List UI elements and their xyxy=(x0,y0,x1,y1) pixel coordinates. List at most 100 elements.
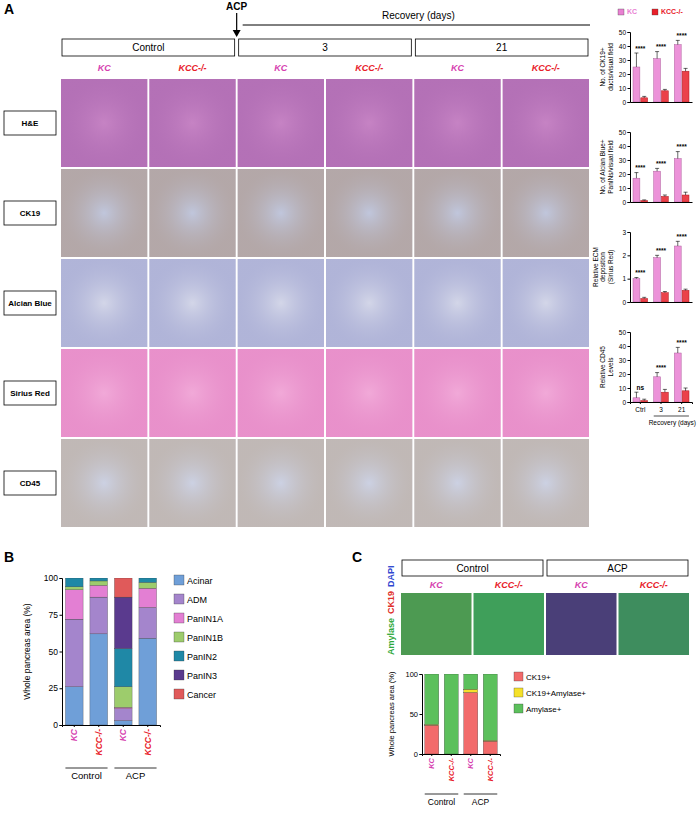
chart: 0255075100KCKCC-/-KCKCC-/-Whole pancreas… xyxy=(22,573,223,781)
y-tick-label: 10 xyxy=(619,385,627,392)
micrograph-texture xyxy=(238,79,324,167)
y-axis-title: No. of Alcian Blue+ xyxy=(599,139,606,194)
significance: **** xyxy=(677,143,688,150)
y-tick-mark xyxy=(628,232,631,233)
y-tick-mark xyxy=(628,202,631,203)
bar xyxy=(674,159,681,202)
micrograph-texture xyxy=(326,349,412,437)
bar-segment xyxy=(464,689,478,692)
y-tick: 0 xyxy=(622,399,630,406)
bar-segment xyxy=(90,634,108,725)
y-tick-mark xyxy=(60,615,63,616)
error-bar xyxy=(634,392,638,398)
y-tick-mark xyxy=(628,146,631,147)
stain-label: DAPI xyxy=(386,565,396,587)
error-bar xyxy=(676,241,680,246)
x-tick: KC xyxy=(466,754,475,769)
error-bar-cap xyxy=(655,51,659,52)
micrograph xyxy=(326,79,412,167)
micrograph xyxy=(414,349,500,437)
y-tick-mark xyxy=(628,74,631,75)
group-label: Control xyxy=(71,770,102,781)
error-bar xyxy=(676,152,680,159)
group-label: Control xyxy=(428,797,456,807)
x-tick-label: KCC-/- xyxy=(486,757,495,781)
micrograph xyxy=(503,349,589,437)
arrow-shaft xyxy=(236,13,237,32)
bar xyxy=(674,45,681,102)
y-tick: 10 xyxy=(619,185,630,192)
group-label: ACP xyxy=(126,770,146,781)
y-axis-line xyxy=(60,579,63,726)
micrograph-texture xyxy=(61,259,147,347)
error-bar-stem xyxy=(677,40,678,44)
y-tick-mark xyxy=(60,688,63,689)
error-bar-cap xyxy=(663,291,667,292)
error-bar-cap xyxy=(684,192,688,193)
significance: **** xyxy=(656,364,667,371)
micrograph xyxy=(546,593,617,655)
bar-segment xyxy=(139,578,157,582)
x-tick-label: KCC-/- xyxy=(143,729,153,756)
panel-c-grid: ControlACPKCKCC-/-KCKCC-/-AmylaseCK19DAP… xyxy=(386,560,689,655)
bar xyxy=(682,71,689,102)
column-label: KCC-/- xyxy=(179,63,207,73)
plot-marks xyxy=(633,152,689,202)
bar xyxy=(641,98,648,102)
chart: ************0123Relative ECMdeposition(S… xyxy=(592,229,693,306)
micrograph xyxy=(619,593,690,655)
error-bar xyxy=(663,389,667,392)
bar xyxy=(674,246,681,302)
y-tick: 10 xyxy=(619,385,630,392)
bar xyxy=(654,258,661,302)
y-tick: 50 xyxy=(619,329,630,336)
x-tick-label: 3 xyxy=(659,406,663,413)
chart: ************01020304050No. of CK19+ducts… xyxy=(599,8,692,106)
y-tick-mark xyxy=(420,754,423,755)
y-tick-mark xyxy=(628,88,631,89)
significance: **** xyxy=(635,269,646,276)
micrograph-texture xyxy=(61,169,147,257)
bar-segment xyxy=(65,590,83,619)
bar-segment xyxy=(65,578,83,587)
error-bar-stem xyxy=(685,68,686,71)
y-tick: 100 xyxy=(44,573,62,583)
error-bar xyxy=(676,40,680,44)
error-bar-cap xyxy=(634,53,638,54)
column-label: KC xyxy=(274,63,287,73)
micrograph xyxy=(61,169,147,257)
bar-segment xyxy=(65,578,83,579)
bar-segment xyxy=(114,709,132,721)
error-bar xyxy=(655,168,659,171)
bar xyxy=(641,299,648,303)
y-tick: 0 xyxy=(53,720,62,730)
y-tick-label: 75 xyxy=(49,610,59,620)
error-bar-cap xyxy=(655,255,659,256)
stain-label: Amylase xyxy=(386,618,396,655)
error-bar-cap xyxy=(663,89,667,90)
micrograph xyxy=(503,259,589,347)
x-axis xyxy=(631,102,693,103)
micrograph-texture xyxy=(149,79,235,167)
y-tick-label: 30 xyxy=(619,157,627,164)
x-tick-label: KCC-/- xyxy=(447,757,456,781)
micrograph-texture xyxy=(61,439,147,527)
group-bracket xyxy=(114,768,156,769)
bar-segment xyxy=(90,578,108,581)
bar-segment xyxy=(425,725,439,754)
error-bar-stem xyxy=(685,192,686,195)
micrograph xyxy=(401,593,472,655)
micrograph-texture xyxy=(414,169,500,257)
y-tick: 2 xyxy=(622,252,630,259)
plot-marks xyxy=(425,674,498,754)
error-bar-stem xyxy=(664,389,665,392)
significance: **** xyxy=(677,233,688,240)
y-tick: 0 xyxy=(622,199,630,206)
micrograph xyxy=(61,79,147,167)
error-bar-stem xyxy=(677,152,678,159)
legend-label: ADM xyxy=(187,595,207,605)
x-tick: 21 xyxy=(678,402,686,413)
micrograph-texture xyxy=(326,169,412,257)
bar xyxy=(661,196,668,202)
plot-marks xyxy=(633,241,689,302)
